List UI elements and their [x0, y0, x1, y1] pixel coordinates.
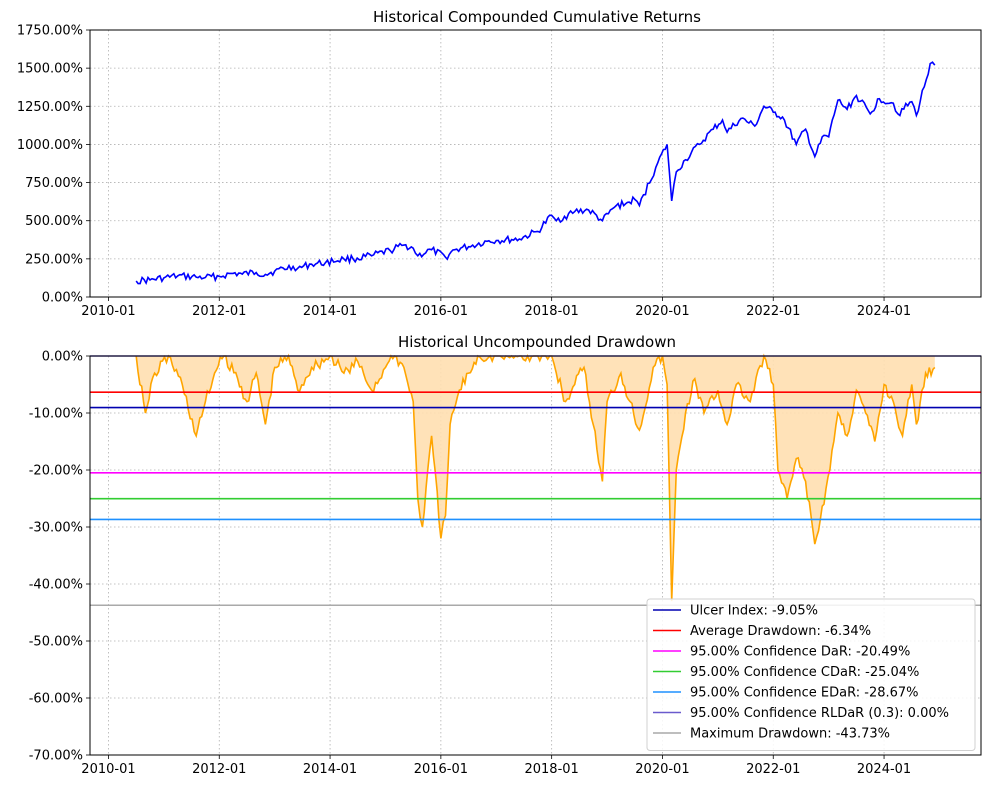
top-x-tick-label: 2016-01 — [414, 304, 468, 319]
cumulative-returns-chart: Historical Compounded Cumulative Returns… — [17, 8, 982, 319]
top-x-tick-label: 2022-01 — [746, 304, 800, 319]
bottom-x-tick-label: 2016-01 — [414, 762, 468, 777]
drawdown-chart: Historical Uncompounded Drawdown 2010-01… — [29, 333, 982, 777]
top-grid — [90, 29, 981, 298]
bottom-y-tick-label: -50.00% — [29, 635, 83, 650]
bottom-x-tick-label: 2022-01 — [746, 762, 800, 777]
bottom-x-tick-label: 2020-01 — [635, 762, 689, 777]
top-x-tick-label: 2012-01 — [192, 304, 246, 319]
top-y-tick-label: 250.00% — [25, 252, 83, 267]
top-y-tick-label: 750.00% — [25, 176, 83, 191]
drawdown-line — [135, 353, 936, 602]
legend-label: Average Drawdown: -6.34% — [690, 624, 871, 639]
drawdown-fill-area — [136, 356, 935, 602]
top-y-tick-label: 1500.00% — [17, 62, 83, 77]
bottom-y-tick-label: -60.00% — [29, 692, 83, 707]
top-x-tick-label: 2020-01 — [635, 304, 689, 319]
top-x-tick-label: 2014-01 — [303, 304, 357, 319]
top-y-axis: 0.00% 250.00% 500.00% 750.00% 1000.00% 1250.0… — [17, 24, 90, 306]
top-y-tick-label: 1250.00% — [17, 100, 83, 115]
bottom-chart-title: Historical Uncompounded Drawdown — [398, 333, 676, 351]
top-y-tick-label: 1000.00% — [17, 138, 83, 153]
legend-label: 95.00% Confidence DaR: -20.49% — [690, 645, 910, 660]
top-x-tick-label: 2010-01 — [81, 304, 135, 319]
legend-label: 95.00% Confidence RLDaR (0.3): 0.00% — [690, 706, 949, 721]
top-y-tick-label: 1750.00% — [17, 24, 83, 39]
top-y-tick-label: 0.00% — [42, 291, 83, 306]
bottom-y-tick-label: -30.00% — [29, 521, 83, 536]
legend-label: Ulcer Index: -9.05% — [690, 604, 818, 619]
cumulative-returns-line — [135, 61, 936, 286]
drawdown-area-group — [135, 353, 936, 602]
bottom-x-tick-label: 2010-01 — [81, 762, 135, 777]
top-x-tick-label: 2018-01 — [524, 304, 578, 319]
top-series-group — [135, 61, 936, 286]
bottom-y-tick-label: -10.00% — [29, 407, 83, 422]
bottom-y-tick-label: 0.00% — [42, 350, 83, 365]
legend-label: 95.00% Confidence CDaR: -25.04% — [690, 665, 919, 680]
bottom-x-tick-label: 2014-01 — [303, 762, 357, 777]
bottom-x-tick-label: 2024-01 — [857, 762, 911, 777]
top-chart-title: Historical Compounded Cumulative Returns — [373, 8, 701, 26]
bottom-y-axis: 0.00% -10.00% -20.00% -30.00% -40.00% -50.00%… — [29, 350, 90, 764]
bottom-x-axis: 2010-01 2012-01 2014-01 2016-01 2018-01 2020-… — [81, 755, 911, 777]
legend-label: 95.00% Confidence EDaR: -28.67% — [690, 686, 919, 701]
bottom-x-tick-label: 2018-01 — [524, 762, 578, 777]
top-x-axis: 2010-01 2012-01 2014-01 2016-01 2018-01 2020-… — [81, 297, 911, 319]
legend-label: Maximum Drawdown: -43.73% — [690, 727, 890, 742]
bottom-y-tick-label: -70.00% — [29, 749, 83, 764]
legend: Ulcer Index: -9.05% Average Drawdown: -6.… — [646, 598, 976, 751]
legend-box — [646, 598, 976, 751]
top-x-tick-label: 2024-01 — [857, 304, 911, 319]
bottom-x-tick-label: 2012-01 — [192, 762, 246, 777]
top-y-tick-label: 500.00% — [25, 214, 83, 229]
top-plot-frame — [89, 29, 982, 298]
bottom-y-tick-label: -20.00% — [29, 464, 83, 479]
bottom-plot-frame — [89, 355, 982, 756]
bottom-y-tick-label: -40.00% — [29, 578, 83, 593]
